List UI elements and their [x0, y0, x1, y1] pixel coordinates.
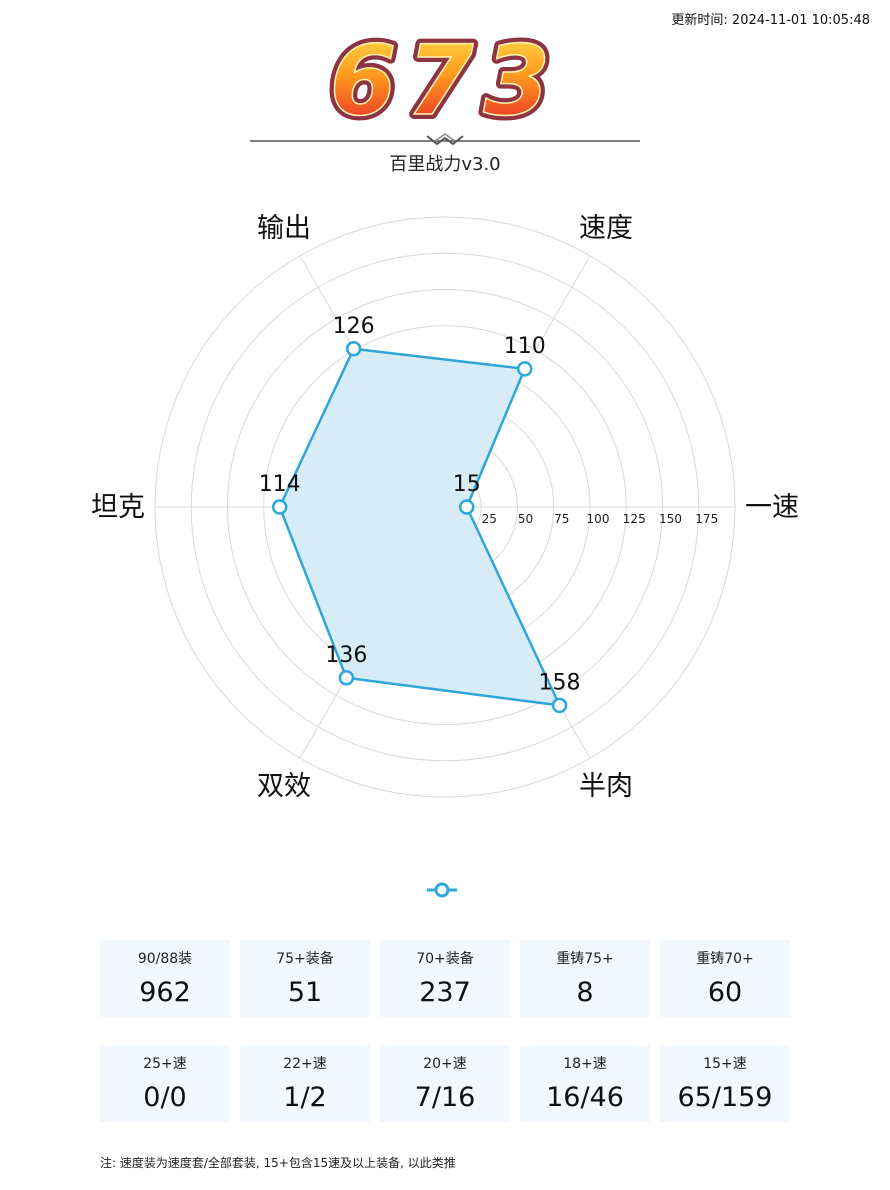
chart-subtitle: 百里战力v3.0 [389, 154, 501, 175]
axis-label: 坦克 [91, 492, 145, 523]
data-point [271, 499, 288, 515]
stat-value: 16/46 [546, 1082, 624, 1113]
stat-card: 25+速 0/0 [100, 1045, 230, 1122]
stat-value: 1/2 [283, 1082, 327, 1113]
stat-value: 51 [287, 977, 323, 1008]
score-shadow: 673 [330, 28, 560, 137]
data-label: 15 [453, 472, 481, 497]
data-label: 126 [333, 314, 375, 339]
stat-value: 962 [139, 977, 191, 1008]
stat-value: 60 [707, 977, 743, 1008]
stat-card: 22+速 1/2 [240, 1045, 370, 1122]
data-label: 158 [539, 670, 581, 695]
stat-card: 18+速 16/46 [520, 1045, 650, 1122]
stat-card: 重铸70+ 60 [660, 940, 790, 1017]
data-point [459, 499, 475, 515]
stat-card: 90/88装 962 [100, 940, 230, 1017]
axis-label: 半肉 [579, 771, 633, 802]
stat-label: 20+速 [423, 1056, 467, 1072]
speed-stats-row: 25+速 0/0 22+速 1/2 20+速 7/16 18+速 16/46 1… [100, 1045, 790, 1122]
footnote: 注: 速度装为速度套/全部套装, 15+包含15速及以上装备, 以此类推 [100, 1156, 456, 1170]
title-divider [250, 133, 640, 146]
update-time: 更新时间: 2024-11-01 10:05:48 [671, 13, 870, 28]
data-label: 114 [259, 472, 301, 497]
equipment-stats-row: 90/88装 962 75+装备 51 70+装备 237 重铸75+ 8 重铸… [100, 940, 790, 1017]
axis-label: 一速 [745, 492, 799, 523]
radial-tick-label: 175 [695, 512, 718, 526]
data-label: 110 [504, 334, 546, 359]
stat-value: 0/0 [143, 1082, 187, 1113]
stat-label: 重铸75+ [556, 951, 614, 967]
score-banner: 673 673 [0, 28, 890, 138]
score-value: 673 [330, 28, 560, 137]
stat-value: 7/16 [414, 1082, 476, 1113]
stat-value: 237 [419, 977, 471, 1008]
stat-label: 22+速 [283, 1056, 327, 1072]
data-point [551, 697, 568, 714]
radial-tick-label: 50 [518, 512, 533, 526]
stat-label: 15+速 [703, 1056, 747, 1072]
data-point [517, 361, 533, 377]
radial-tick-label: 125 [623, 512, 646, 526]
axis-label: 双效 [257, 771, 311, 802]
radar-chart: 25 50 75 100 125 150 175 15 110 126 114 136 158 一速 速度 输… [91, 213, 799, 802]
series-area [278, 347, 561, 707]
stat-label: 90/88装 [137, 951, 193, 967]
stat-card: 75+装备 51 [240, 940, 370, 1017]
radial-tick-label: 150 [659, 512, 682, 526]
stat-value: 65/159 [677, 1082, 773, 1113]
stat-label: 75+装备 [276, 951, 334, 967]
data-label: 136 [325, 643, 367, 668]
stat-card: 70+装备 237 [380, 940, 510, 1017]
stat-card: 15+速 65/159 [660, 1045, 790, 1122]
stat-label: 25+速 [143, 1056, 187, 1072]
stat-label: 70+装备 [416, 951, 474, 967]
data-point [345, 341, 362, 357]
stat-value: 8 [576, 977, 594, 1008]
radial-tick-label: 25 [482, 512, 497, 526]
stat-label: 18+速 [563, 1056, 607, 1072]
stat-card: 重铸75+ 8 [520, 940, 650, 1017]
radial-tick-label: 75 [554, 512, 569, 526]
stat-label: 重铸70+ [696, 951, 754, 967]
axis-label: 速度 [579, 213, 633, 244]
data-point [338, 670, 355, 686]
stat-card: 20+速 7/16 [380, 1045, 510, 1122]
axis-label: 输出 [257, 213, 311, 244]
legend-series-marker [427, 882, 457, 898]
radial-tick-label: 100 [587, 512, 610, 526]
